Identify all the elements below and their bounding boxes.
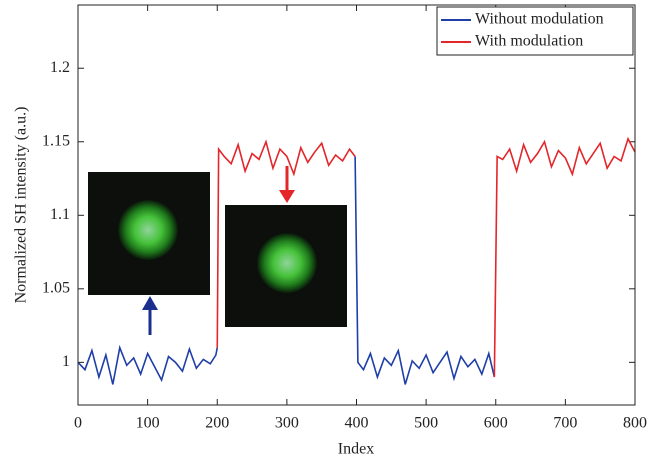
- legend-label: Without modulation: [475, 11, 604, 28]
- y-axis-label: Normalized SH intensity (a.u.): [13, 107, 30, 304]
- x-tick-label: 300: [275, 415, 299, 432]
- legend-label: With modulation: [475, 33, 583, 50]
- arrow-red: [279, 166, 295, 203]
- x-tick-label: 700: [553, 415, 577, 432]
- x-tick-label: 500: [414, 415, 438, 432]
- x-tick-label: 800: [623, 415, 647, 432]
- arrow-blue: [142, 296, 158, 335]
- x-tick-label: 200: [205, 415, 229, 432]
- legend-box: [436, 6, 634, 56]
- series-line: [77, 156, 496, 385]
- y-tick-label: 1.05: [42, 279, 70, 296]
- inset-2: [225, 205, 347, 327]
- x-tick-label: 600: [484, 415, 508, 432]
- inset-1: [88, 172, 210, 295]
- y-tick-label: 1.15: [42, 132, 70, 149]
- x-tick-label: 100: [136, 415, 160, 432]
- x-tick-label: 400: [345, 415, 369, 432]
- x-axis-label: Index: [338, 441, 374, 458]
- plot-frame: [77, 4, 636, 406]
- y-tick-label: 1.1: [50, 206, 70, 223]
- x-tick-label: 0: [74, 415, 82, 432]
- y-tick-label: 1.2: [50, 59, 70, 76]
- y-tick-label: 1: [62, 353, 70, 370]
- series-line: [216, 136, 636, 378]
